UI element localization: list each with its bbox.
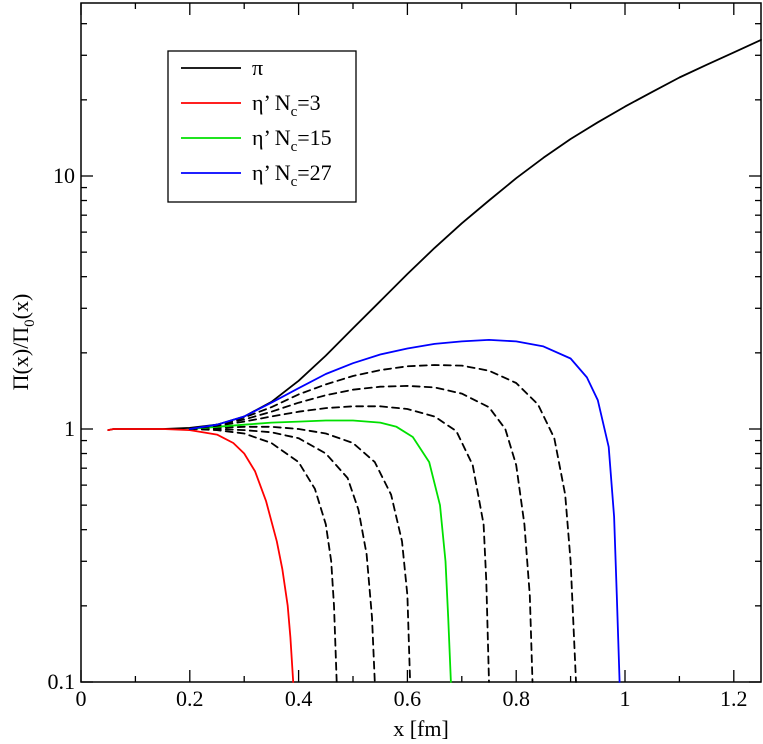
x-tick-label: 1.2 <box>720 686 748 711</box>
y-tick-label: 0.1 <box>48 669 76 694</box>
legend: π η’ Nc=3 η’ Nc=15 η’ Nc=27 <box>167 50 357 203</box>
x-tick-label: 0.8 <box>502 686 530 711</box>
axis-ticks <box>80 3 761 683</box>
y-tick-label: 1 <box>64 416 75 441</box>
x-tick-label: 0.2 <box>176 686 204 711</box>
series-pi <box>107 39 762 431</box>
series-eta27 <box>188 339 621 683</box>
tick-labels: 0 0.2 0.4 0.6 0.8 1 1.2 0.1 1 10 <box>48 163 748 711</box>
y-axis-label: Π(x)/Π0(x) <box>8 294 38 391</box>
x-tick-label: 0 <box>76 686 87 711</box>
series-eta15 <box>188 419 452 683</box>
y-tick-label: 10 <box>53 163 75 188</box>
series-eta18 <box>188 405 490 683</box>
legend-box <box>167 50 357 203</box>
plot-frame <box>80 2 762 683</box>
plot-curves <box>107 39 762 683</box>
y-axis-label-main: Π(x)/Π <box>8 327 33 391</box>
x-tick-label: 0.4 <box>285 686 313 711</box>
x-axis-label: x [fm] <box>393 716 449 741</box>
x-tick-label: 1 <box>620 686 631 711</box>
series-eta24 <box>188 364 577 683</box>
series-eta9 <box>188 428 376 683</box>
y-axis-label-end: (x) <box>8 294 33 320</box>
legend-label-eta3: η’ Nc=3 <box>252 90 321 120</box>
legend-label-pi: π <box>252 55 263 80</box>
series-eta6 <box>188 428 338 683</box>
legend-label-eta27: η’ Nc=27 <box>252 160 332 190</box>
series-eta12 <box>188 425 411 683</box>
legend-label-eta15: η’ Nc=15 <box>252 125 332 155</box>
series-eta3 <box>107 428 295 683</box>
series-eta21 <box>188 385 534 683</box>
y-axis-label-sub: 0 <box>22 319 38 327</box>
x-tick-label: 0.6 <box>394 686 422 711</box>
